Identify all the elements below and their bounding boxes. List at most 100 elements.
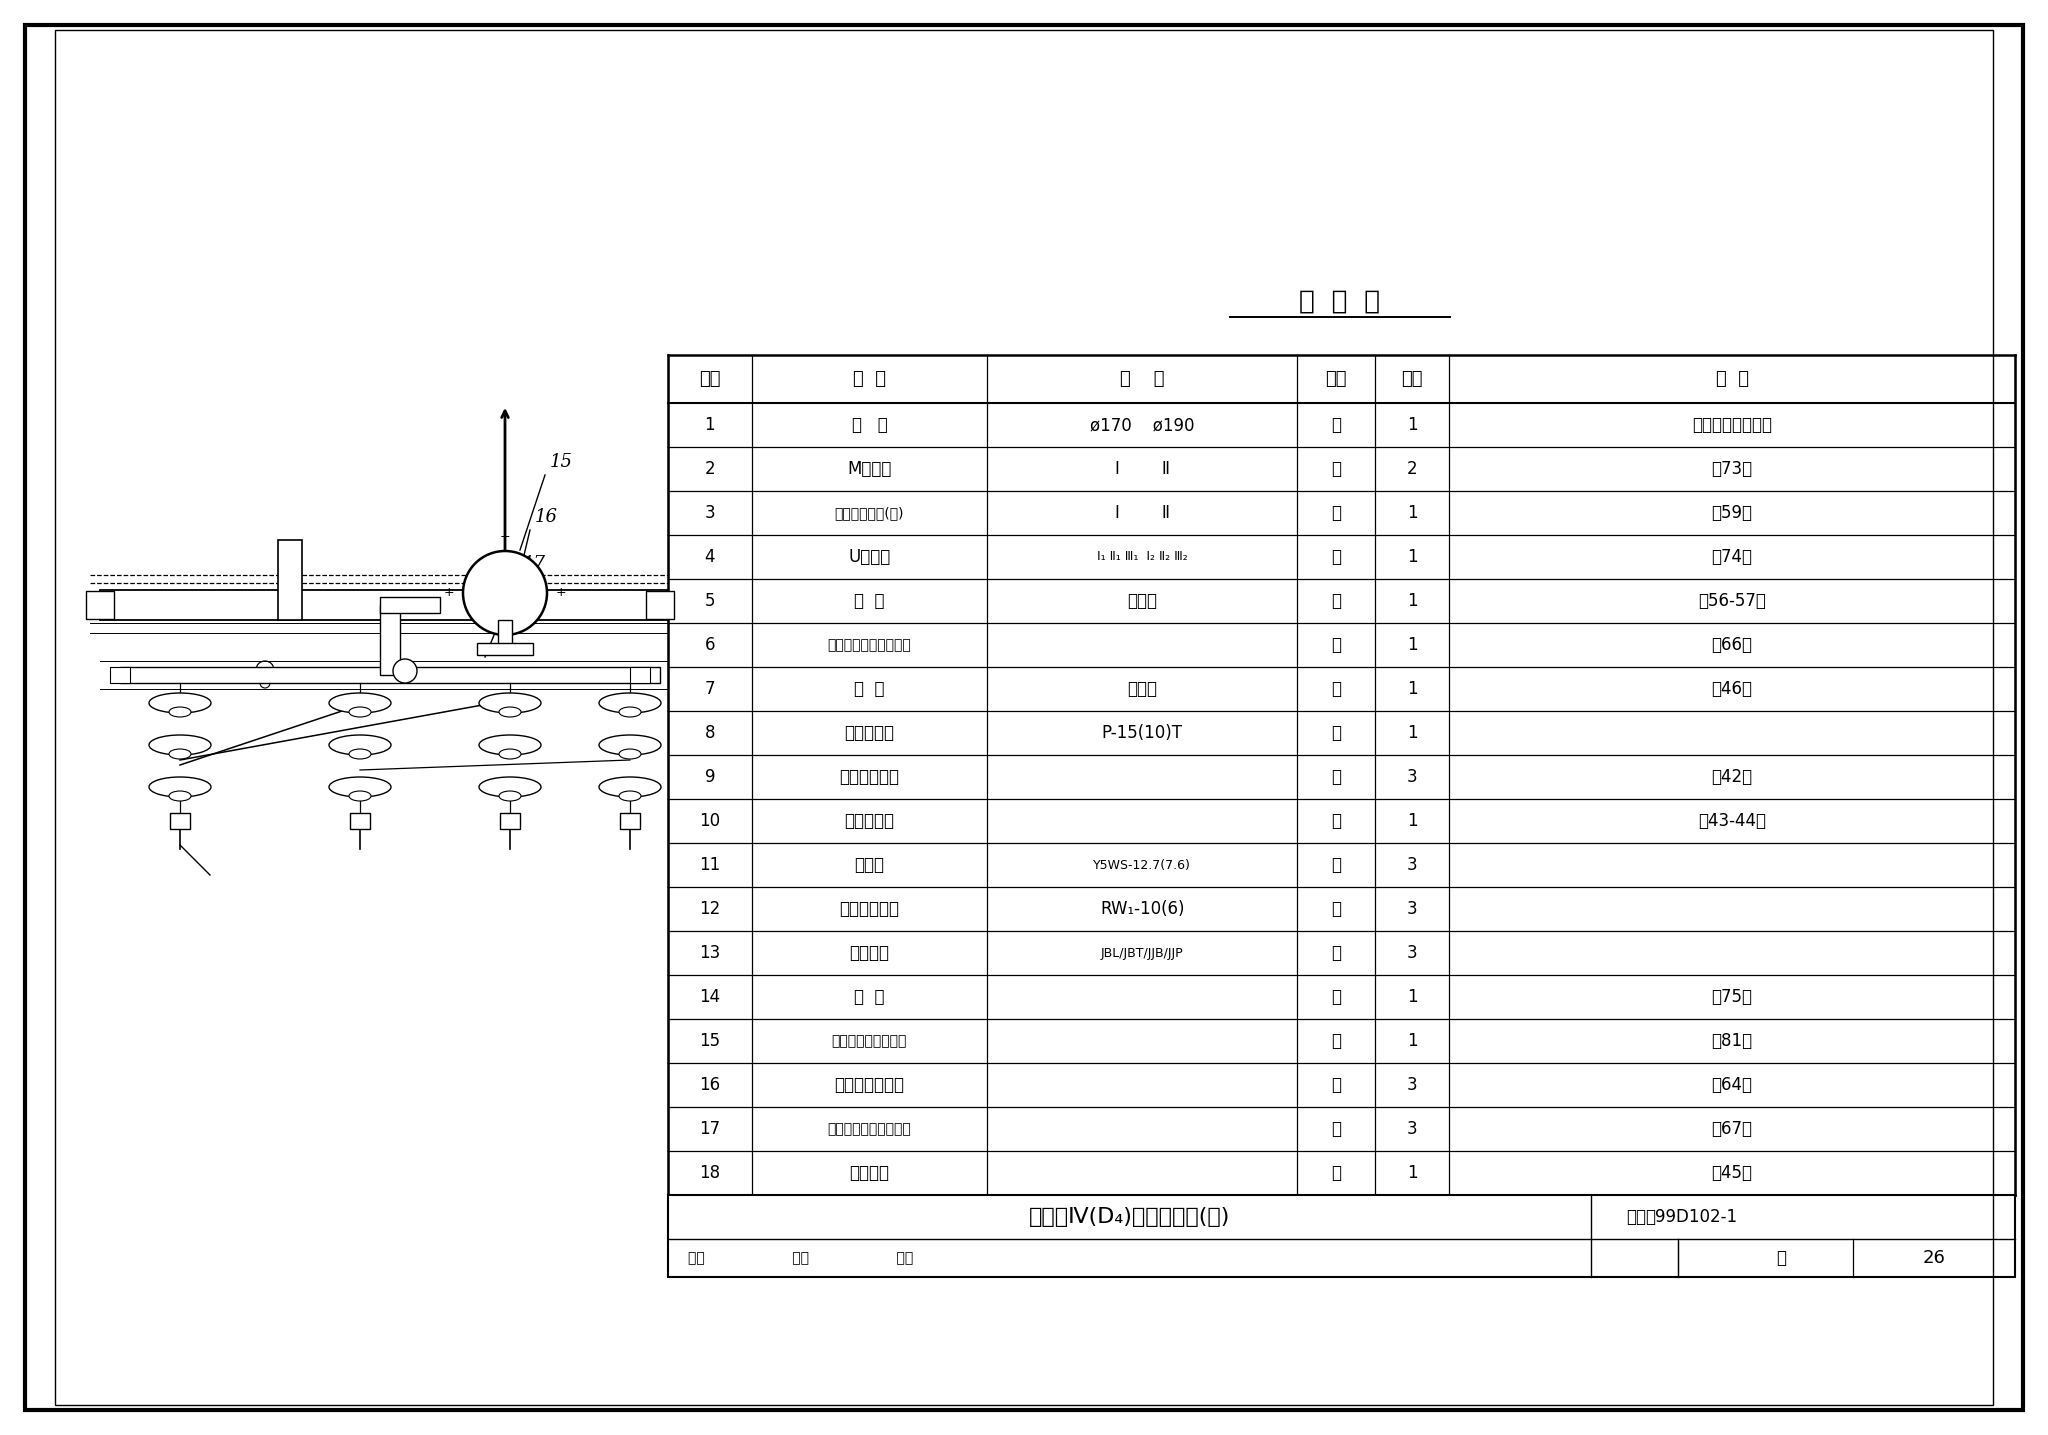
Bar	[668, 887, 2015, 931]
Text: +: +	[285, 574, 295, 587]
Text: 规    格: 规 格	[1120, 370, 1165, 387]
Text: 9: 9	[705, 768, 715, 786]
Ellipse shape	[348, 749, 371, 759]
Text: JBL/JBT/JJB/JJP: JBL/JBT/JJB/JJP	[1102, 947, 1184, 960]
Text: 个: 个	[1331, 944, 1341, 961]
Text: 99D102-1: 99D102-1	[1655, 1208, 1737, 1225]
Text: Ⅰ        Ⅱ: Ⅰ Ⅱ	[1114, 504, 1169, 522]
Text: 1: 1	[1407, 812, 1417, 829]
Text: 审核                    校对                    设计: 审核 校对 设计	[688, 1251, 913, 1266]
Bar	[668, 578, 2015, 623]
Text: 拉  板: 拉 板	[854, 989, 885, 1006]
Text: 根: 根	[1331, 416, 1341, 433]
Text: 串: 串	[1331, 768, 1341, 786]
Text: 26: 26	[1923, 1248, 1946, 1267]
Text: 针式绝缘子: 针式绝缘子	[844, 725, 895, 742]
Bar	[668, 1019, 2015, 1063]
Text: U形抱箍: U形抱箍	[848, 548, 891, 565]
Text: 避雷器固定支架: 避雷器固定支架	[834, 1076, 905, 1093]
Text: 明  细  表: 明 细 表	[1298, 288, 1380, 316]
Text: +: +	[500, 531, 510, 544]
Text: 图集号: 图集号	[1626, 1208, 1657, 1225]
Bar	[100, 590, 680, 620]
Text: 16: 16	[698, 1076, 721, 1093]
Text: 1: 1	[1407, 680, 1417, 697]
Text: 见56-57页: 见56-57页	[1698, 593, 1765, 610]
Text: 组: 组	[1331, 680, 1341, 697]
Bar	[668, 974, 2015, 1019]
Text: 组: 组	[1331, 812, 1341, 829]
Text: 付: 付	[1331, 1032, 1341, 1050]
Ellipse shape	[348, 707, 371, 718]
Text: 个: 个	[1331, 857, 1341, 874]
Text: 1: 1	[1407, 1032, 1417, 1050]
Text: 见73页: 见73页	[1712, 461, 1753, 478]
Text: 3: 3	[1407, 768, 1417, 786]
Text: 见64页: 见64页	[1712, 1076, 1753, 1093]
Text: 15: 15	[698, 1032, 721, 1050]
Text: ø170    ø190: ø170 ø190	[1090, 416, 1194, 433]
Bar	[668, 1063, 2015, 1106]
Text: 3: 3	[705, 504, 715, 522]
Text: 1: 1	[1407, 1164, 1417, 1182]
Text: P-15(10)T: P-15(10)T	[1102, 725, 1182, 742]
Bar	[381, 606, 399, 674]
Bar	[668, 403, 2015, 446]
Text: 处: 处	[1331, 1164, 1341, 1182]
Text: 14: 14	[698, 989, 721, 1006]
Text: 见45页: 见45页	[1712, 1164, 1753, 1182]
Text: 单位: 单位	[1325, 370, 1348, 387]
Bar	[668, 1195, 2015, 1277]
Text: 见67页: 见67页	[1712, 1119, 1753, 1138]
Text: 长度由工程设计定: 长度由工程设计定	[1692, 416, 1772, 433]
Text: 10: 10	[698, 812, 721, 829]
Text: 1: 1	[1407, 989, 1417, 1006]
Text: 针式绝缘子固定支架: 针式绝缘子固定支架	[831, 1035, 907, 1048]
Text: Y5WS-12.7(7.6): Y5WS-12.7(7.6)	[1094, 858, 1192, 871]
Text: 避雷器: 避雷器	[854, 857, 885, 874]
Text: 1: 1	[1407, 548, 1417, 565]
Ellipse shape	[330, 693, 391, 713]
Bar	[498, 620, 512, 644]
Text: 12: 12	[698, 900, 721, 918]
Bar	[170, 814, 190, 829]
Text: 见43-44页: 见43-44页	[1698, 812, 1765, 829]
Text: 1: 1	[705, 416, 715, 433]
Text: 数量: 数量	[1401, 370, 1423, 387]
Bar	[86, 591, 115, 618]
Bar	[668, 799, 2015, 842]
Text: 15: 15	[551, 453, 573, 471]
Text: 6: 6	[705, 636, 715, 654]
Text: 付: 付	[1331, 593, 1341, 610]
Ellipse shape	[500, 707, 520, 718]
Text: 见66页: 见66页	[1712, 636, 1753, 654]
Ellipse shape	[479, 776, 541, 796]
Text: 横  担: 横 担	[854, 593, 885, 610]
Text: 3: 3	[1407, 1076, 1417, 1093]
Ellipse shape	[618, 749, 641, 759]
Text: 序号: 序号	[698, 370, 721, 387]
Bar	[279, 540, 301, 620]
Bar	[645, 591, 674, 618]
Bar	[668, 446, 2015, 491]
Ellipse shape	[598, 735, 662, 755]
Text: 2: 2	[1407, 461, 1417, 478]
Bar	[121, 667, 659, 683]
Text: 电   杆: 电 杆	[852, 416, 887, 433]
Text: 附  注: 附 注	[1716, 370, 1749, 387]
Text: 17: 17	[522, 555, 547, 573]
Text: 根: 根	[1331, 636, 1341, 654]
Bar	[668, 931, 2015, 974]
Text: 跌开式熔断器固定支架: 跌开式熔断器固定支架	[827, 1122, 911, 1137]
Bar	[668, 710, 2015, 755]
Ellipse shape	[598, 776, 662, 796]
Ellipse shape	[618, 707, 641, 718]
Text: 1: 1	[1407, 593, 1417, 610]
Circle shape	[256, 662, 274, 679]
Text: 耐张绝缘子串: 耐张绝缘子串	[840, 768, 899, 786]
Bar	[668, 842, 2015, 887]
Ellipse shape	[170, 791, 190, 801]
Bar	[500, 814, 520, 829]
Text: 付: 付	[1331, 504, 1341, 522]
Text: 见81页: 见81页	[1712, 1032, 1753, 1050]
